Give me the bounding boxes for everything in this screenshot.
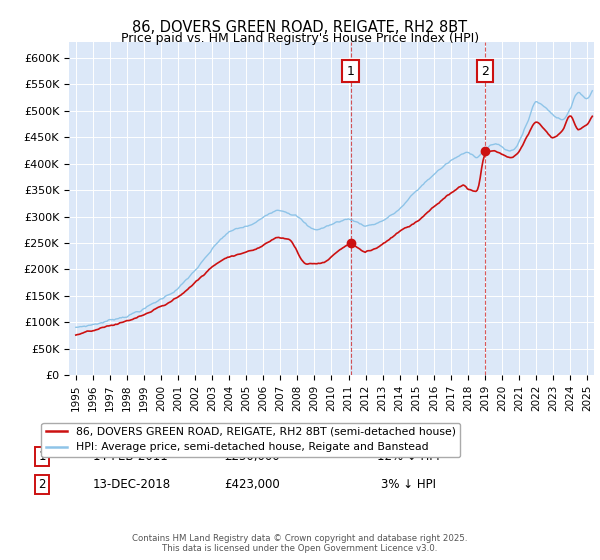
Text: 14-FEB-2011: 14-FEB-2011 [93,450,169,463]
Text: 1: 1 [38,450,46,463]
Text: 86, DOVERS GREEN ROAD, REIGATE, RH2 8BT: 86, DOVERS GREEN ROAD, REIGATE, RH2 8BT [133,20,467,35]
Text: Price paid vs. HM Land Registry's House Price Index (HPI): Price paid vs. HM Land Registry's House … [121,32,479,45]
Text: 3% ↓ HPI: 3% ↓ HPI [380,478,436,491]
Text: £423,000: £423,000 [224,478,280,491]
Legend: 86, DOVERS GREEN ROAD, REIGATE, RH2 8BT (semi-detached house), HPI: Average pric: 86, DOVERS GREEN ROAD, REIGATE, RH2 8BT … [41,423,460,457]
Text: 12% ↓ HPI: 12% ↓ HPI [377,450,439,463]
Text: 1: 1 [347,64,355,78]
Text: 2: 2 [38,478,46,491]
Text: 2: 2 [481,64,489,78]
Text: Contains HM Land Registry data © Crown copyright and database right 2025.
This d: Contains HM Land Registry data © Crown c… [132,534,468,553]
Text: £250,000: £250,000 [224,450,280,463]
Text: 13-DEC-2018: 13-DEC-2018 [93,478,171,491]
